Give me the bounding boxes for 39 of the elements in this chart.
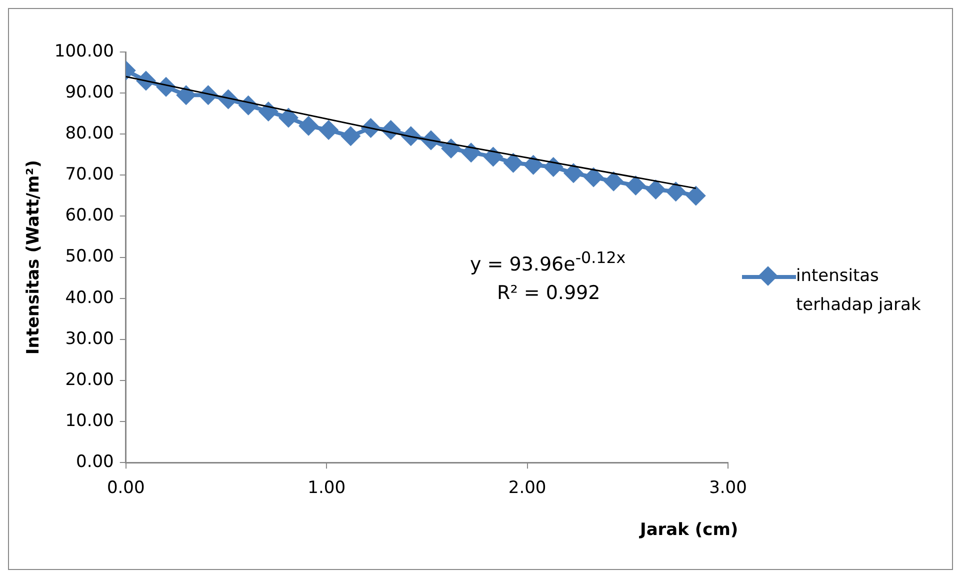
point: [258, 102, 278, 122]
point: [318, 120, 339, 140]
x-axis-title: Jarak (cm): [640, 520, 738, 540]
y-tick-label: 10.00: [65, 410, 114, 431]
point: [666, 182, 686, 202]
point: [686, 186, 706, 206]
point: [626, 175, 646, 196]
point: [604, 171, 624, 192]
point: [340, 126, 361, 146]
x-tick-label: 2.00: [508, 478, 546, 498]
y-tick-label: 30.00: [65, 328, 114, 349]
y-tick-label: 20.00: [65, 370, 114, 390]
point: [646, 180, 666, 200]
point: [563, 163, 584, 184]
point: [278, 108, 298, 128]
point: [298, 116, 319, 136]
point: [503, 152, 524, 173]
y-tick-label: 70.00: [65, 164, 114, 185]
x-tick-label: 1.00: [308, 478, 346, 498]
x-tick-label: 3.00: [709, 478, 747, 498]
point: [523, 154, 544, 175]
y-tick-label: 0.00: [76, 452, 114, 472]
point: [176, 85, 196, 106]
annotation: y = 93.96e$^{-0.12x}$: [470, 248, 626, 276]
annotation: R² = 0.992: [497, 282, 600, 304]
legend-label: intensitas terhadap jarak: [796, 265, 922, 317]
y-tick-label: 80.00: [65, 124, 114, 144]
y-tick-label: 50.00: [65, 246, 114, 267]
y-tick-label: 40.00: [65, 288, 114, 308]
y-tick-label: 100.00: [54, 41, 114, 62]
point: [543, 156, 564, 177]
point: [441, 138, 462, 158]
y-tick-label: 60.00: [65, 206, 114, 226]
point: [461, 142, 482, 163]
y-axis-title: Intensitas (Watt/m²): [24, 160, 44, 355]
y-tick-label: 90.00: [65, 82, 114, 102]
point: [483, 146, 504, 167]
point: [584, 167, 604, 188]
x-tick-label: 0.00: [106, 478, 145, 498]
